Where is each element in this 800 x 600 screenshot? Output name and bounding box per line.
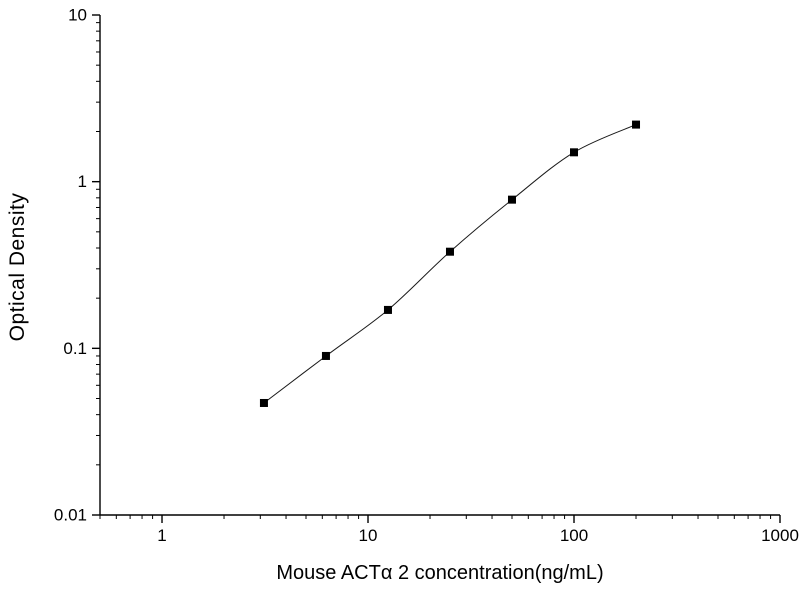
data-point-marker — [259, 398, 268, 407]
data-point-marker — [383, 305, 392, 314]
data-point-marker — [445, 247, 454, 256]
x-tick-label: 10 — [359, 526, 378, 545]
x-tick-label: 1 — [157, 526, 166, 545]
fit-curve — [263, 124, 637, 404]
y-tick-label: 10 — [68, 5, 87, 24]
data-point-marker — [570, 148, 579, 157]
y-tick-label: 1 — [78, 172, 87, 191]
data-point-marker — [632, 120, 641, 129]
y-axis-title: Optical Density — [6, 192, 29, 342]
x-axis-title: Mouse ACTα 2 concentration(ng/mL) — [276, 562, 604, 584]
data-point-marker — [507, 195, 516, 204]
x-tick-label: 1000 — [761, 526, 799, 545]
data-point-marker — [321, 351, 330, 360]
y-tick-label: 0.1 — [63, 339, 87, 358]
y-tick-label: 0.01 — [54, 505, 87, 524]
x-tick-label: 100 — [560, 526, 588, 545]
